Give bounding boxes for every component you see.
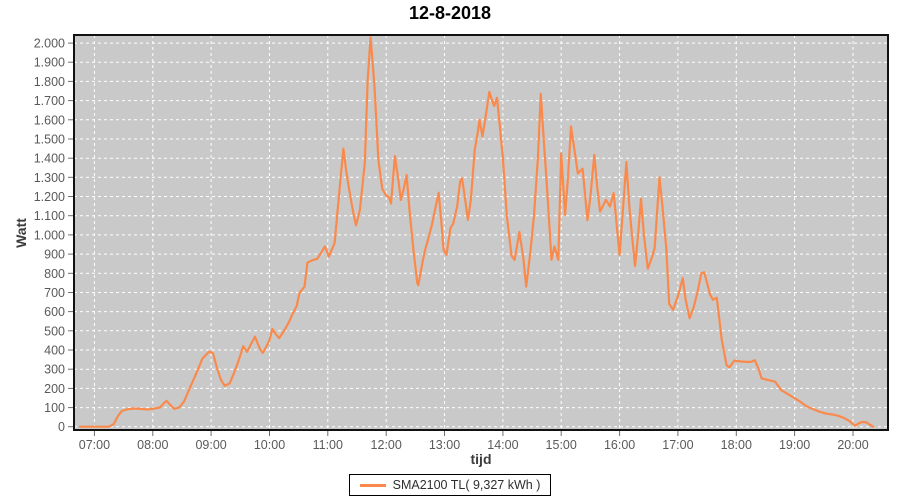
y-tick-labels: 0 100 200 300 400 500 600 700 800 900 1.000 1.100 1.… bbox=[34, 37, 65, 435]
svg-text:19:00: 19:00 bbox=[779, 438, 810, 452]
x-axis-title: tijd bbox=[470, 451, 492, 467]
series-line-swatch bbox=[359, 483, 386, 487]
svg-text:1.200: 1.200 bbox=[34, 190, 65, 204]
svg-text:1.800: 1.800 bbox=[34, 75, 65, 89]
svg-text:1.600: 1.600 bbox=[34, 113, 65, 127]
svg-text:10:00: 10:00 bbox=[254, 438, 285, 452]
svg-text:100: 100 bbox=[44, 401, 65, 415]
tick-marks bbox=[68, 42, 854, 436]
chart-title: 12-8-2018 bbox=[408, 3, 492, 23]
svg-text:14:00: 14:00 bbox=[487, 438, 518, 452]
svg-text:400: 400 bbox=[44, 344, 65, 358]
svg-text:16:00: 16:00 bbox=[604, 438, 635, 452]
svg-text:07:00: 07:00 bbox=[79, 438, 110, 452]
svg-text:800: 800 bbox=[44, 267, 65, 281]
svg-text:1.100: 1.100 bbox=[34, 209, 65, 223]
svg-text:900: 900 bbox=[44, 248, 65, 262]
svg-text:09:00: 09:00 bbox=[195, 438, 226, 452]
plot-border bbox=[73, 34, 889, 431]
y-axis-title: Watt bbox=[13, 218, 29, 248]
svg-text:1.500: 1.500 bbox=[34, 133, 65, 147]
svg-text:2.000: 2.000 bbox=[34, 37, 65, 51]
gridlines bbox=[74, 35, 888, 430]
svg-text:1.900: 1.900 bbox=[34, 56, 65, 70]
legend-row: SMA2100 TL( 9,327 kWh ) bbox=[0, 474, 900, 496]
svg-text:11:00: 11:00 bbox=[313, 438, 343, 452]
svg-text:300: 300 bbox=[44, 363, 65, 377]
svg-text:200: 200 bbox=[44, 382, 65, 396]
svg-text:700: 700 bbox=[44, 286, 65, 300]
svg-text:08:00: 08:00 bbox=[137, 438, 168, 452]
svg-text:500: 500 bbox=[44, 324, 65, 338]
svg-text:17:00: 17:00 bbox=[662, 438, 693, 452]
svg-text:18:00: 18:00 bbox=[721, 438, 752, 452]
svg-text:1.400: 1.400 bbox=[34, 152, 65, 166]
series-line bbox=[78, 36, 875, 428]
y-axis-title-wrap: Watt bbox=[13, 193, 31, 273]
svg-text:20:00: 20:00 bbox=[837, 438, 868, 452]
legend-box: SMA2100 TL( 9,327 kWh ) bbox=[348, 474, 552, 496]
x-axis-title-wrap: tijd bbox=[74, 451, 888, 469]
svg-text:13:00: 13:00 bbox=[429, 438, 460, 452]
svg-text:600: 600 bbox=[44, 305, 65, 319]
svg-text:0: 0 bbox=[58, 420, 65, 434]
plot-background bbox=[74, 35, 888, 430]
svg-text:12:00: 12:00 bbox=[371, 438, 402, 452]
x-tick-labels: 07:00 08:00 09:00 10:00 11:00 12:00 13:00 14:00… bbox=[79, 438, 869, 452]
svg-text:15:00: 15:00 bbox=[546, 438, 577, 452]
legend-series-label: SMA2100 TL( 9,327 kWh ) bbox=[392, 478, 541, 492]
svg-text:1.700: 1.700 bbox=[34, 94, 65, 108]
svg-text:1.000: 1.000 bbox=[34, 228, 65, 242]
svg-text:1.300: 1.300 bbox=[34, 171, 65, 185]
